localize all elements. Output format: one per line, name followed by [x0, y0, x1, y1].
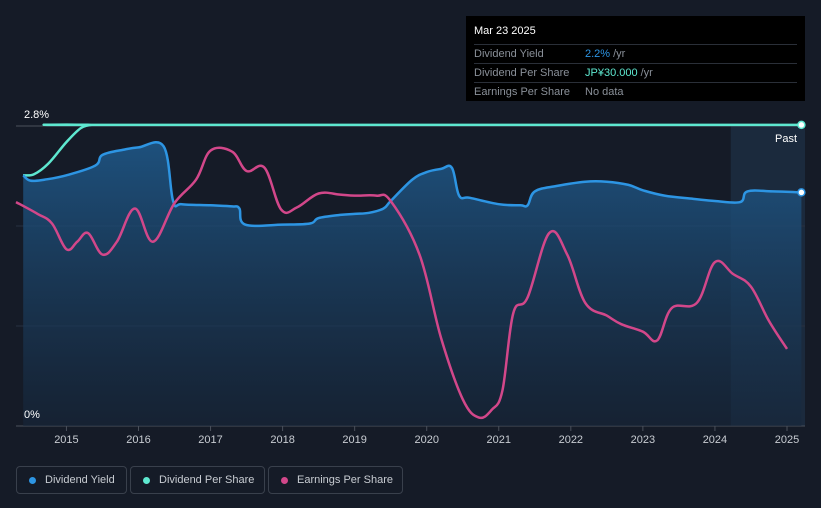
legend-dot-icon [29, 476, 36, 484]
tooltip-value: 2.2% [585, 48, 611, 60]
x-tick-label: 2017 [198, 434, 222, 446]
legend-dot-icon [281, 476, 288, 484]
y-tick-label-top: 2.8% [24, 109, 49, 121]
x-tick-label: 2021 [487, 434, 511, 446]
dividend-yield-area [23, 142, 802, 427]
past-label: Past [775, 133, 797, 145]
tooltip-unit: /yr [613, 48, 626, 60]
tooltip-unit: /yr [640, 67, 653, 79]
x-tick-label: 2019 [342, 434, 366, 446]
y-tick-label-bottom: 0% [24, 409, 40, 421]
x-tick-label: 2024 [703, 434, 727, 446]
x-tick-label: 2015 [54, 434, 78, 446]
x-tick-label: 2016 [126, 434, 150, 446]
legend-dividend-yield[interactable]: Dividend Yield [16, 466, 127, 494]
legend-label: Dividend Yield [45, 474, 115, 486]
tooltip-label: Earnings Per Share [474, 86, 570, 98]
tooltip-row-dividend-per-share: Dividend Per Share JP¥30.000 /yr [474, 64, 797, 83]
dividend-per-share-line [23, 123, 802, 177]
x-tick-label: 2020 [414, 434, 438, 446]
x-tick-label: 2025 [775, 434, 799, 446]
earnings-per-share-line [15, 146, 789, 420]
tooltip-row-dividend-yield: Dividend Yield 2.2% /yr [474, 45, 797, 64]
x-tick-label: 2018 [270, 434, 294, 446]
legend-dot-icon [143, 476, 150, 484]
legend-earnings-per-share[interactable]: Earnings Per Share [268, 466, 403, 494]
tooltip-value: JP¥30.000 [585, 67, 638, 79]
legend-label: Earnings Per Share [297, 474, 393, 486]
x-tick-label: 2022 [559, 434, 583, 446]
tooltip-panel: Mar 23 2025 Dividend Yield 2.2% /yr Divi… [466, 16, 805, 101]
tooltip-label: Dividend Per Share [474, 67, 570, 79]
tooltip-date: Mar 23 2025 [474, 22, 797, 45]
dividend-per-share-endpoint[interactable] [797, 120, 806, 130]
tooltip-value: No data [585, 86, 624, 98]
dividend-yield-endpoint[interactable] [797, 188, 806, 197]
x-tick-label: 2023 [631, 434, 655, 446]
tooltip-row-earnings-per-share: Earnings Per Share No data [474, 83, 797, 101]
legend-label: Dividend Per Share [159, 474, 255, 486]
tooltip-label: Dividend Yield [474, 48, 544, 60]
legend-dividend-per-share[interactable]: Dividend Per Share [130, 466, 265, 494]
